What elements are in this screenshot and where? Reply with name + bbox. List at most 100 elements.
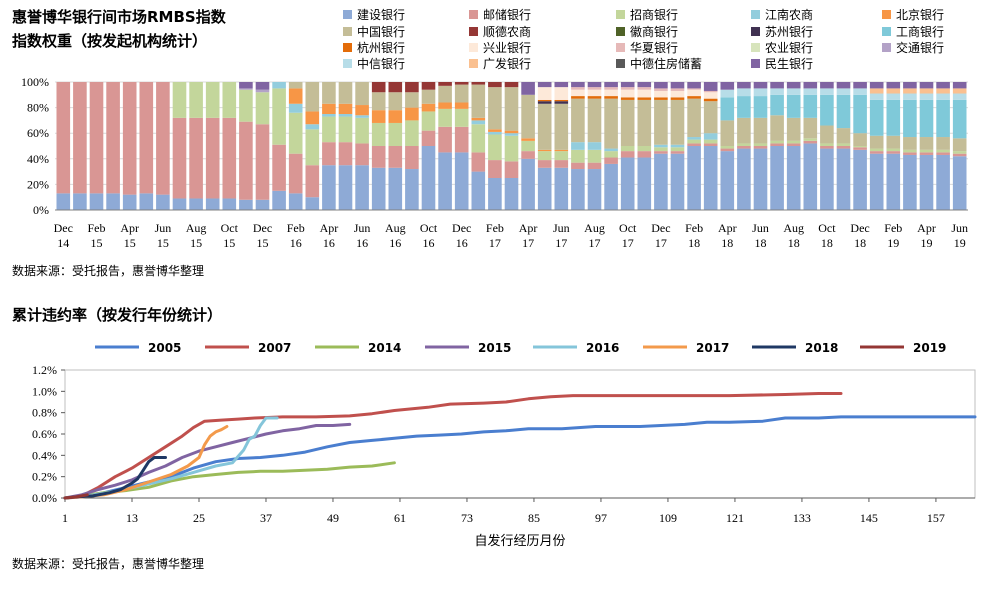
- bar-segment: [936, 152, 950, 155]
- legend-swatch: [343, 10, 352, 19]
- bar-segment: [952, 138, 967, 152]
- bar-segment: [620, 99, 635, 146]
- x-tick-month: Feb: [486, 221, 504, 235]
- bar-segment: [305, 165, 320, 198]
- legend-label: 招商银行: [630, 7, 678, 22]
- legend-swatch: [469, 43, 478, 52]
- bar-segment: [471, 124, 486, 153]
- bar-segment: [338, 82, 353, 104]
- bar-segment: [405, 107, 419, 121]
- bar-segment: [952, 156, 967, 210]
- bar-segment: [853, 82, 867, 89]
- bar-segment: [637, 82, 652, 88]
- legend-swatch: [882, 27, 891, 36]
- bar-segment: [438, 152, 452, 210]
- bar-segment: [753, 143, 768, 146]
- legend-swatch: [469, 59, 478, 68]
- legend-label: 北京银行: [896, 8, 944, 22]
- bar-segment: [654, 90, 668, 98]
- bar-segment: [770, 82, 784, 89]
- legend-label: 苏州银行: [765, 25, 813, 39]
- bar-segment: [205, 198, 220, 210]
- x-tick-year: 18: [854, 236, 866, 250]
- x-tick-year: 16: [456, 236, 468, 250]
- legend-label: 江南农商: [765, 7, 813, 22]
- bar-segment: [703, 90, 718, 93]
- bar-segment: [703, 92, 718, 99]
- bar-segment: [338, 114, 353, 117]
- bar-segment: [853, 147, 867, 150]
- bar-segment: [355, 115, 369, 118]
- bar-segment: [239, 82, 253, 89]
- bar-segment: [355, 165, 369, 210]
- legend-label: 顺德农商: [483, 24, 531, 39]
- bar-segment: [521, 138, 535, 141]
- x-tick-year: 18: [688, 236, 700, 250]
- x-tick-year: 17: [489, 236, 501, 250]
- bar-segment: [936, 137, 950, 150]
- bar-segment: [670, 82, 685, 89]
- bar-segment: [786, 94, 801, 118]
- bar-segment: [371, 82, 386, 93]
- bar-segment: [405, 169, 419, 210]
- x-tick-month: Feb: [685, 221, 703, 235]
- bar-segment: [737, 88, 751, 97]
- bar-segment: [903, 137, 917, 150]
- bar-segment: [670, 99, 685, 145]
- chart1-title-line2: 指数权重（按发起机构统计）: [12, 32, 208, 50]
- y-tick-label: 0.2%: [32, 470, 57, 484]
- bar-segment: [371, 122, 386, 146]
- bar-segment: [554, 151, 569, 161]
- bar-segment: [853, 94, 867, 134]
- bar-segment: [222, 117, 237, 199]
- x-tick-month: Oct: [420, 221, 438, 235]
- bar-segment: [720, 146, 735, 149]
- x-tick-year: 15: [124, 236, 136, 250]
- bar-segment: [521, 158, 535, 210]
- bar-segment: [504, 161, 519, 178]
- bar-segment: [156, 82, 170, 195]
- legend-label: 邮储银行: [483, 7, 531, 22]
- legend-swatch: [751, 43, 760, 52]
- y-tick-label: 80%: [27, 101, 49, 115]
- y-tick-label: 0.8%: [32, 406, 57, 420]
- x-tick-year: 17: [589, 236, 601, 250]
- bar-segment: [903, 88, 917, 94]
- x-tick-label: 85: [528, 511, 540, 525]
- bar-segment: [919, 137, 934, 150]
- bar-segment: [421, 130, 436, 146]
- bar-segment: [56, 193, 71, 210]
- bar-segment: [637, 151, 652, 158]
- bar-segment: [936, 88, 950, 94]
- x-tick-month: Dec: [850, 221, 869, 235]
- bar-segment: [903, 82, 917, 89]
- bar-segment: [703, 139, 718, 144]
- bar-segment: [537, 103, 552, 150]
- bar-segment: [919, 93, 934, 100]
- x-tick-label: 133: [793, 511, 811, 525]
- bar-segment: [670, 151, 685, 154]
- bar-segment: [737, 148, 751, 210]
- legend-swatch: [343, 59, 352, 68]
- legend-label: 2005: [148, 341, 181, 355]
- bar-segment: [670, 88, 685, 91]
- bar-segment: [571, 82, 585, 88]
- bar-segment: [405, 82, 419, 93]
- bar-segment: [919, 152, 934, 155]
- legend-swatch: [751, 10, 760, 19]
- bar-segment: [836, 143, 851, 146]
- bar-segment: [820, 82, 834, 89]
- bar-segment: [620, 157, 635, 210]
- bar-segment: [637, 89, 652, 98]
- bar-segment: [587, 169, 602, 210]
- legend-swatch: [343, 43, 352, 52]
- bar-segment: [836, 146, 851, 149]
- x-tick-year: 16: [423, 236, 435, 250]
- bar-segment: [720, 148, 735, 152]
- bar-segment: [886, 151, 901, 154]
- bar-segment: [670, 153, 685, 210]
- x-tick-year: 15: [257, 236, 269, 250]
- bar-segment: [571, 96, 585, 99]
- bar-segment: [720, 89, 735, 98]
- x-tick-year: 18: [755, 236, 767, 250]
